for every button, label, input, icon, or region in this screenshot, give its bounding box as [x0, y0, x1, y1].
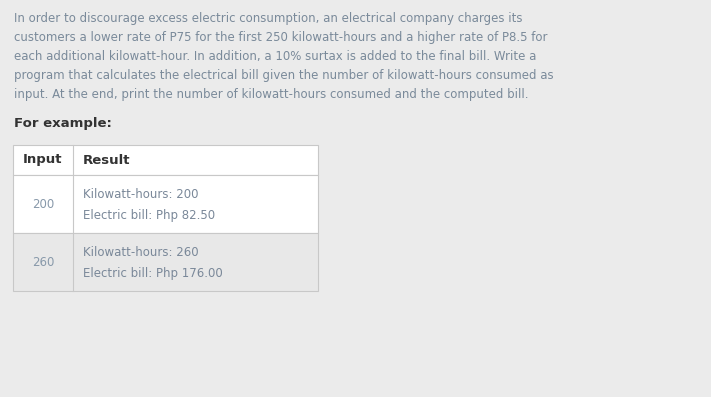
Text: 260: 260 — [32, 256, 54, 268]
Text: input. At the end, print the number of kilowatt-hours consumed and the computed : input. At the end, print the number of k… — [14, 88, 528, 101]
Text: Electric bill: Php 176.00: Electric bill: Php 176.00 — [83, 267, 223, 280]
Text: program that calculates the electrical bill given the number of kilowatt-hours c: program that calculates the electrical b… — [14, 69, 554, 82]
Bar — [13, 145, 318, 175]
Text: Kilowatt-hours: 260: Kilowatt-hours: 260 — [83, 246, 198, 259]
Text: In order to discourage excess electric consumption, an electrical company charge: In order to discourage excess electric c… — [14, 12, 523, 25]
Bar — [13, 233, 318, 291]
Text: Kilowatt-hours: 200: Kilowatt-hours: 200 — [83, 188, 198, 201]
Text: Electric bill: Php 82.50: Electric bill: Php 82.50 — [83, 209, 215, 222]
Text: For example:: For example: — [14, 117, 112, 130]
Text: Input: Input — [23, 154, 63, 166]
Text: Result: Result — [83, 154, 131, 166]
Text: 200: 200 — [32, 197, 54, 210]
Text: customers a lower rate of P75 for the first 250 kilowatt-hours and a higher rate: customers a lower rate of P75 for the fi… — [14, 31, 547, 44]
Text: each additional kilowatt-hour. In addition, a 10% surtax is added to the final b: each additional kilowatt-hour. In additi… — [14, 50, 536, 63]
Bar — [13, 175, 318, 233]
